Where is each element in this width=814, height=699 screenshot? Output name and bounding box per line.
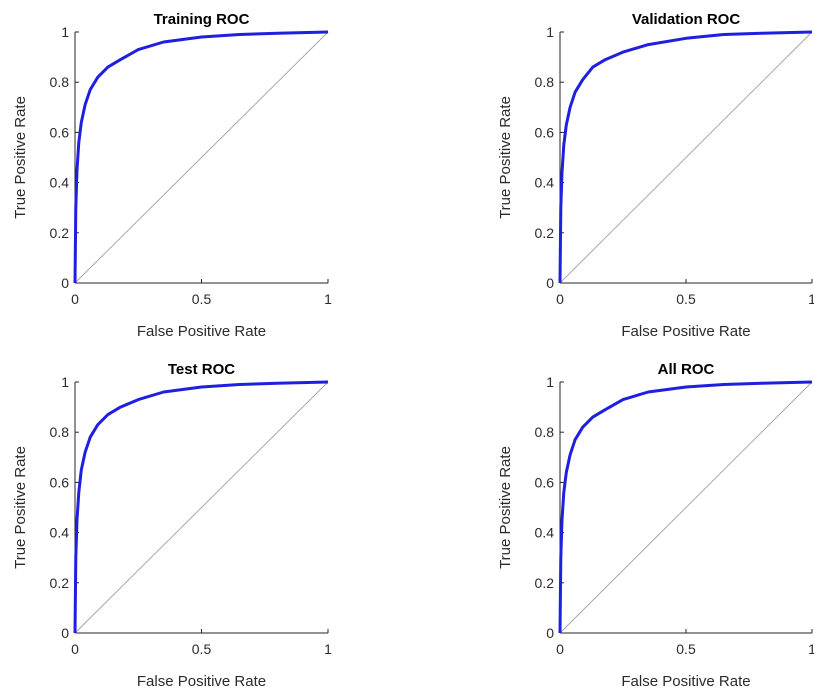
x-tick-label: 1: [324, 641, 332, 657]
x-tick-label: 1: [808, 641, 814, 657]
roc-panel-all: All ROC 0 0.2 0.4 0.6 0.8 1 0 0.5 1 False Positive…: [497, 361, 814, 690]
y-tick-label: 1: [61, 374, 69, 390]
x-axis-label: False Positive Rate: [137, 673, 266, 690]
diagonal-reference-line: [559, 381, 813, 634]
y-tick-label: 0.6: [535, 124, 555, 140]
diagonal-reference-line: [74, 31, 329, 284]
y-tick-label: 0: [546, 625, 554, 641]
y-tick-label: 0.8: [50, 74, 70, 90]
diagonal-reference-line: [559, 31, 813, 284]
y-tick-label: 0.8: [535, 424, 555, 440]
y-tick-label: 0.2: [50, 575, 70, 591]
chart-title: Test ROC: [168, 361, 235, 378]
y-tick-label: 0.4: [50, 175, 70, 191]
roc-curve: [73, 380, 329, 634]
x-tick-label: 0.5: [192, 291, 212, 307]
x-tick-label: 0.5: [192, 641, 212, 657]
y-tick-label: 0: [546, 275, 554, 291]
y-tick-label: 0.8: [50, 424, 70, 440]
y-tick-label: 0.6: [50, 474, 70, 490]
x-axis-label: False Positive Rate: [621, 673, 750, 690]
y-axis-label: True Positive Rate: [12, 96, 29, 219]
y-tick-label: 0.2: [535, 225, 555, 241]
x-tick-label: 0.5: [676, 291, 696, 307]
y-tick-label: 1: [61, 24, 69, 40]
y-tick-label: 1: [546, 374, 554, 390]
y-tick-label: 0.2: [50, 225, 70, 241]
y-tick-label: 0.4: [535, 175, 555, 191]
y-tick-label: 0.6: [50, 124, 70, 140]
x-tick-label: 0.5: [676, 641, 696, 657]
x-tick-label: 0: [556, 291, 564, 307]
x-axis-label: False Positive Rate: [621, 323, 750, 340]
chart-title: All ROC: [658, 361, 715, 378]
y-tick-label: 0.8: [535, 74, 555, 90]
y-tick-label: 0: [61, 625, 69, 641]
y-tick-label: 0.6: [535, 474, 555, 490]
roc-curve: [73, 30, 329, 284]
y-tick-label: 0.2: [535, 575, 555, 591]
roc-curve: [558, 30, 813, 284]
x-tick-label: 1: [808, 291, 814, 307]
y-tick-label: 0.4: [535, 525, 555, 541]
y-axis-label: True Positive Rate: [497, 96, 514, 219]
chart-title: Training ROC: [154, 11, 250, 28]
x-tick-label: 1: [324, 291, 332, 307]
roc-panel-test: Test ROC 0 0.2 0.4 0.6 0.8 1 0 0.5 1 False Positiv…: [12, 361, 332, 690]
roc-curve: [558, 380, 813, 634]
y-tick-label: 0.4: [50, 525, 70, 541]
y-axis-label: True Positive Rate: [497, 446, 514, 569]
y-axis-label: True Positive Rate: [12, 446, 29, 569]
x-axis-label: False Positive Rate: [137, 323, 266, 340]
y-tick-label: 1: [546, 24, 554, 40]
diagonal-reference-line: [74, 381, 329, 634]
chart-title: Validation ROC: [632, 11, 741, 28]
roc-panel-validation: Validation ROC 0 0.2 0.4 0.6 0.8 1 0 0.5 1 False P…: [497, 11, 814, 340]
x-tick-label: 0: [71, 641, 79, 657]
x-tick-label: 0: [71, 291, 79, 307]
x-tick-label: 0: [556, 641, 564, 657]
roc-panel-training: Training ROC 0 0.2 0.4 0.6 0.8 1 0 0.5 1 False Pos…: [12, 11, 332, 340]
y-tick-label: 0: [61, 275, 69, 291]
